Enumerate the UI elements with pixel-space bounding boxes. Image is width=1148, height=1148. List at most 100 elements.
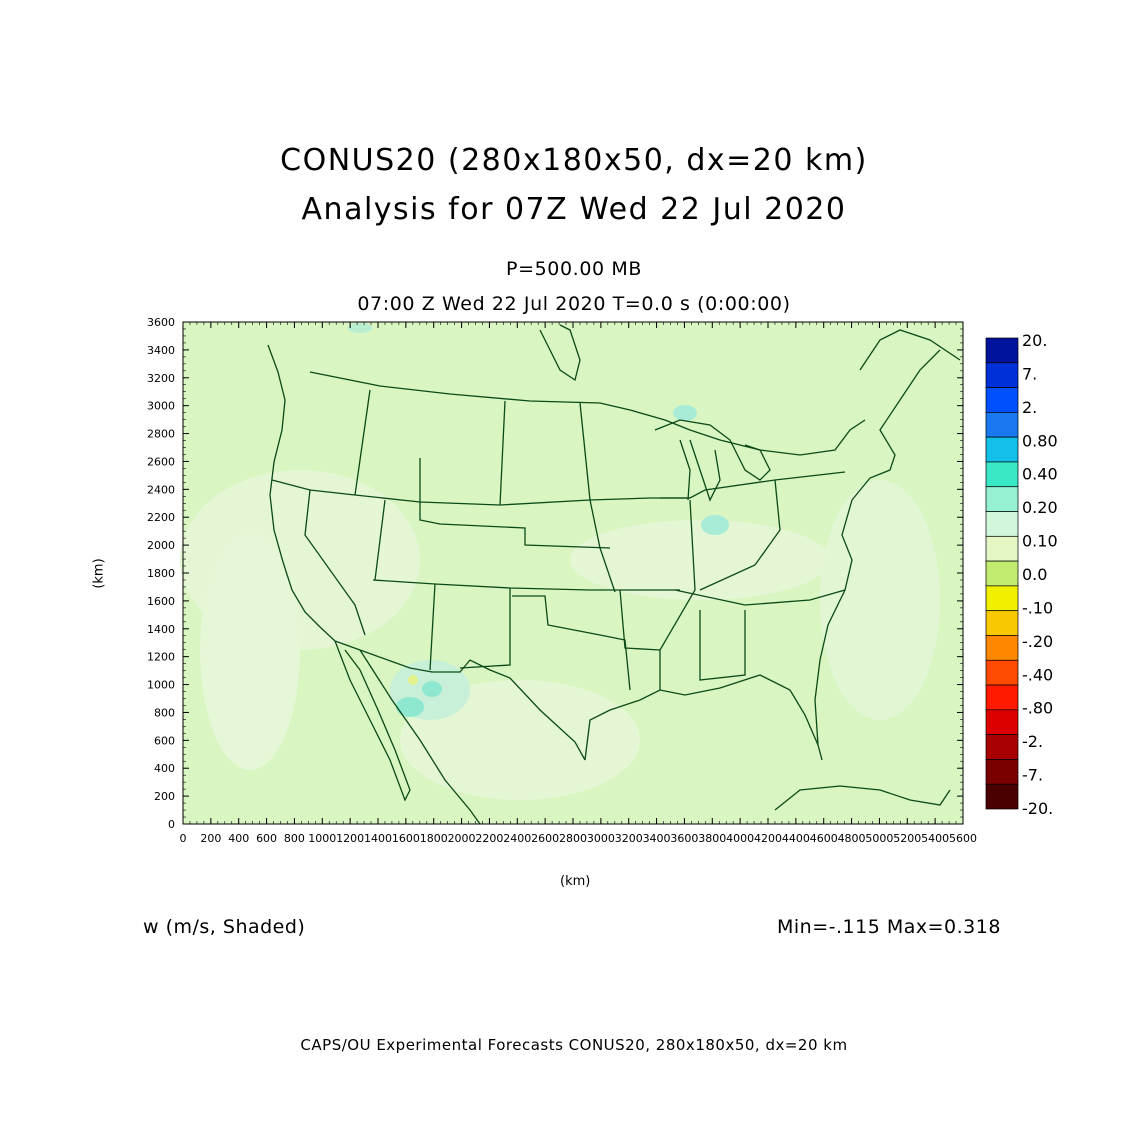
colorbar-swatch [985,535,1019,562]
x-tick-label: 1600 [392,832,420,845]
mexico-border [334,640,586,761]
y-tick-label: 400 [154,762,175,775]
x-tick-label: 4800 [838,832,866,845]
colorbar-swatch [985,635,1019,661]
x-tick-label: 1400 [364,832,392,845]
state-line [429,583,436,671]
state-line [354,389,371,496]
state-line [660,471,846,499]
state-line [499,400,506,506]
state-line [619,589,661,651]
colorbar-swatch [985,684,1019,711]
shade-light-patch [400,680,640,800]
colorbar-label: -7. [1022,766,1043,785]
shade-positive-patch [673,405,697,421]
colorbar-swatch [985,783,1019,810]
shade-negative-patch [408,675,418,685]
gulf-coast [584,674,823,761]
colorbar-swatch [985,759,1019,785]
colorbar-label: 0.0 [1022,565,1047,584]
x-tick-label: 1200 [336,832,364,845]
shade-light-patch [570,520,830,600]
y-tick-label: 2800 [147,428,175,441]
x-tick-label: 3200 [615,832,643,845]
x-tick-label: 3000 [587,832,615,845]
colorbar-swatch [985,585,1019,612]
state-line [699,610,746,681]
valid-time-label: 07:00 Z Wed 22 Jul 2020 T=0.0 s (0:00:00… [357,293,791,315]
us-west-coast [267,344,336,642]
x-axis: 0 200 400 600 800 1000 1200 1400 1600 1800 2000 220… [180,322,977,845]
colorbar-label: -2. [1022,732,1043,751]
state-line [659,499,696,690]
y-tick-label: 1600 [147,595,175,608]
map-area [180,321,964,825]
x-tick-label: 2800 [559,832,587,845]
x-tick-label: 3600 [670,832,698,845]
colorbar: 20. 7. 2. 0.80 0.40 0.20 0.10 0.0 -.10 -.20 -.40 -.… [985,331,1058,818]
state-line [699,479,781,591]
state-line [579,402,616,593]
x-tick-label: 3800 [698,832,726,845]
colorbar-label: 0.20 [1022,498,1058,517]
great-lakes-outline [689,439,721,502]
y-tick-label: 1800 [147,567,175,580]
colorbar-label: -.40 [1022,665,1053,684]
map-boundaries [267,324,961,825]
us-canada-border [309,371,866,456]
state-line [271,479,690,506]
x-tick-label: 5200 [893,832,921,845]
colorbar-swatch [985,486,1019,512]
colorbar-swatch [985,436,1019,463]
x-tick-label: 2000 [448,832,476,845]
canada-coast [539,324,581,382]
x-tick-label: 2400 [503,832,531,845]
plot-title-line1: CONUS20 (280x180x50, dx=20 km) [280,143,868,178]
x-tick-label: 200 [200,832,221,845]
state-line [674,589,846,606]
shade-positive-patch [348,323,372,333]
x-tick-label: 5600 [949,832,977,845]
y-tick-label: 2600 [147,455,175,468]
x-tick-label: 1800 [420,832,448,845]
colorbar-label: 2. [1022,398,1037,417]
x-tick-label: 4200 [754,832,782,845]
y-tick-label: 800 [154,706,175,719]
pressure-level-label: P=500.00 MB [506,258,642,280]
x-tick-label: 0 [180,832,187,845]
x-tick-label: 5000 [865,832,893,845]
y-tick-label: 2000 [147,539,175,552]
x-tick-label: 4600 [810,832,838,845]
colorbar-swatch [985,610,1019,636]
colorbar-label: -.80 [1022,699,1053,718]
y-tick-label: 0 [168,818,175,831]
y-tick-label: 1200 [147,651,175,664]
canada-coast [859,329,961,371]
y-axis: 0 200 400 600 800 1000 1200 1400 1600 1800 2000 220… [147,316,963,831]
x-tick-label: 600 [256,832,277,845]
y-tick-label: 2200 [147,511,175,524]
y-tick-label: 3600 [147,316,175,329]
x-tick-label: 4400 [782,832,810,845]
colorbar-label: 0.10 [1022,532,1058,551]
colorbar-swatch [985,659,1019,686]
colorbar-swatch [985,362,1019,388]
y-tick-label: 3000 [147,400,175,413]
colorbar-label: 0.80 [1022,431,1058,450]
x-tick-label: 1000 [308,832,336,845]
colorbar-swatch [985,412,1019,438]
colorbar-swatch [985,560,1019,587]
footer-caption: CAPS/OU Experimental Forecasts CONUS20, … [300,1036,848,1054]
x-tick-label: 5400 [921,832,949,845]
shade-light-patch [820,480,940,720]
x-tick-label: 3400 [643,832,671,845]
colorbar-swatch [985,511,1019,537]
colorbar-swatch [985,709,1019,735]
x-tick-label: 400 [228,832,249,845]
colorbar-label: 7. [1022,364,1037,383]
x-tick-label: 2600 [531,832,559,845]
min-max-label: Min=-.115 Max=0.318 [777,916,1001,938]
shade-light-patch [200,530,300,770]
y-tick-label: 3200 [147,372,175,385]
